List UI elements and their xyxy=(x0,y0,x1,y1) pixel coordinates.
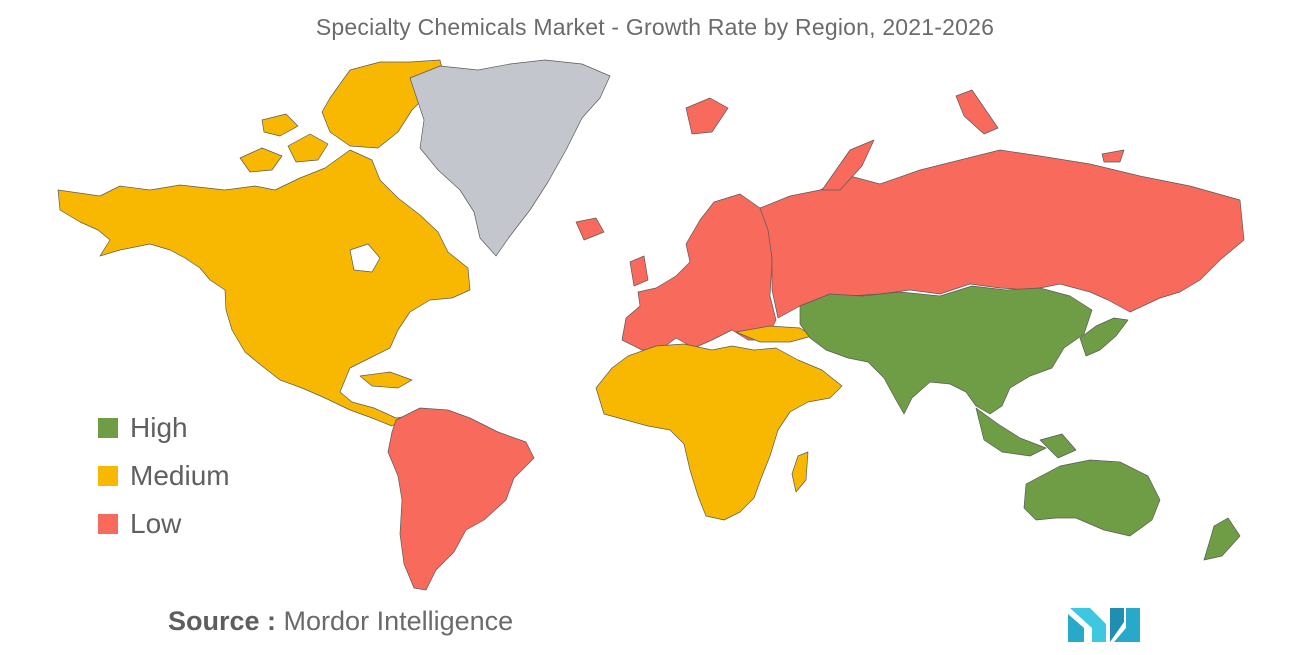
source-prefix: Source : xyxy=(168,606,277,636)
legend-item-high: High xyxy=(98,404,230,452)
legend-item-low: Low xyxy=(98,500,230,548)
legend-label-medium: Medium xyxy=(130,460,230,491)
legend-swatch-medium xyxy=(98,466,118,486)
chart-title: Specialty Chemicals Market - Growth Rate… xyxy=(315,14,995,40)
region-europe xyxy=(575,97,777,351)
region-asia-pacific xyxy=(799,285,1241,561)
legend-label-high: High xyxy=(130,412,188,443)
legend-swatch-high xyxy=(98,418,118,438)
region-south-america xyxy=(387,407,535,591)
source-name: Mordor Intelligence xyxy=(283,606,514,636)
region-russia xyxy=(759,89,1245,319)
legend: High Medium Low xyxy=(98,404,230,548)
legend-swatch-low xyxy=(98,514,118,534)
region-north-america xyxy=(57,59,471,427)
region-middle-east-africa xyxy=(595,325,843,521)
legend-label-low: Low xyxy=(130,508,182,539)
legend-item-medium: Medium xyxy=(98,452,230,500)
region-greenland xyxy=(409,59,611,257)
mordor-intelligence-logo xyxy=(1068,608,1140,642)
source-note: Source : Mordor Intelligence xyxy=(168,606,513,637)
